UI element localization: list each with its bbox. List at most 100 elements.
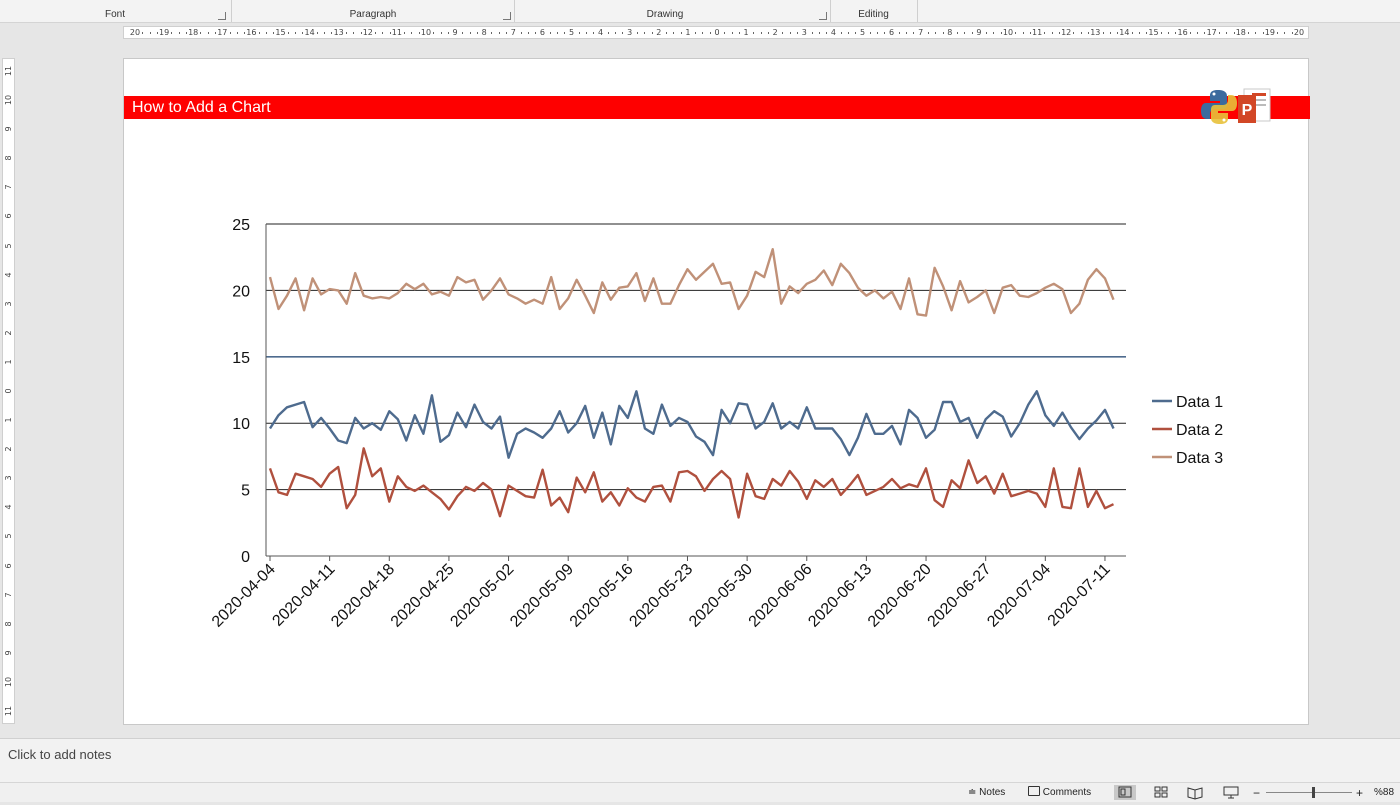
ruler-minor-tick — [695, 32, 697, 34]
ruler-tick-label: 19 — [159, 28, 170, 37]
python-logo-icon — [1201, 90, 1237, 124]
ruler-minor-tick — [1291, 32, 1293, 34]
x-tick-label: 2020-07-11 — [1045, 561, 1114, 630]
ruler-tick-label: 12 — [1061, 28, 1072, 37]
slide-title[interactable]: How to Add a Chart — [132, 99, 271, 116]
slide-show-button[interactable] — [1220, 785, 1242, 800]
ruler-tick-label: 17 — [1206, 28, 1217, 37]
ruler-minor-tick — [927, 32, 929, 34]
ruler-minor-tick — [1255, 32, 1257, 34]
zoom-in-button[interactable]: + — [1356, 786, 1364, 800]
notes-button[interactable]: ≐ Notes — [968, 783, 1005, 802]
x-tick-label: 2020-04-18 — [328, 561, 398, 631]
ruler-minor-tick — [964, 32, 966, 34]
y-tick-label: 10 — [232, 416, 250, 433]
ruler-tick-label: 17 — [217, 28, 228, 37]
ruler-minor-tick — [1168, 32, 1170, 34]
ruler-minor-tick — [578, 32, 580, 34]
ruler-minor-tick — [760, 32, 762, 34]
ruler-tick-label: 1 — [4, 359, 13, 365]
ribbon-group-paragraph[interactable]: Paragraph — [232, 0, 514, 22]
ruler-minor-tick — [418, 32, 420, 34]
ruler-minor-tick — [644, 32, 646, 34]
ruler-tick-label: 16 — [1177, 28, 1188, 37]
ruler-minor-tick — [884, 32, 886, 34]
ruler-minor-tick — [753, 32, 755, 34]
series-line-3[interactable] — [268, 247, 1115, 317]
slide-sorter-button[interactable] — [1150, 785, 1172, 800]
ruler-tick-label: 3 — [4, 475, 13, 481]
ruler-tick-label: 4 — [4, 272, 13, 278]
ruler-minor-tick — [1080, 32, 1082, 34]
zoom-level[interactable]: %88 — [1374, 787, 1395, 798]
ruler-minor-tick — [353, 32, 355, 34]
ruler-minor-tick — [433, 32, 435, 34]
notes-pane[interactable]: Click to add notes — [0, 738, 1400, 783]
ruler-minor-tick — [476, 32, 478, 34]
notes-placeholder[interactable]: Click to add notes — [8, 747, 112, 762]
ruler-tick-label: 7 — [918, 28, 924, 37]
zoom-slider[interactable] — [1266, 792, 1352, 793]
normal-view-button[interactable] — [1114, 785, 1136, 800]
ruler-minor-tick — [622, 32, 624, 34]
ruler-tick-label: 15 — [1148, 28, 1159, 37]
ruler-minor-tick — [673, 32, 675, 34]
ruler-tick-label: 8 — [481, 28, 487, 37]
ribbon-group-label: Paragraph — [349, 9, 397, 20]
line-chart[interactable]: 05101520252020-04-042020-04-112020-04-18… — [124, 59, 1310, 726]
zoom-slider-thumb[interactable] — [1312, 787, 1316, 798]
ruler-tick-label: 4 — [598, 28, 604, 37]
ruler-tick-label: 20 — [129, 28, 141, 37]
legend-label: Data 1 — [1176, 394, 1223, 411]
ruler-minor-tick — [797, 32, 799, 34]
ruler-minor-tick — [1109, 32, 1111, 34]
ruler-tick-label: 9 — [976, 28, 982, 37]
ruler-tick-label: 20 — [1293, 28, 1305, 37]
svg-text:P: P — [1242, 102, 1253, 119]
python-powerpoint-logo-icon[interactable]: P — [1200, 87, 1272, 127]
slide-canvas[interactable]: How to Add a Chart P 0 5 10 15 20 25 2020-04-0… — [123, 58, 1310, 726]
ruler-minor-tick — [215, 32, 217, 34]
ruler-tick-label: 1 — [4, 417, 13, 423]
ruler-tick-label: 9 — [452, 28, 458, 37]
ruler-minor-tick — [869, 32, 871, 34]
ruler-minor-tick — [411, 32, 413, 34]
ruler-minor-tick — [149, 32, 151, 34]
ruler-minor-tick — [789, 32, 791, 34]
ruler-minor-tick — [535, 32, 537, 34]
ruler-minor-tick — [1262, 32, 1264, 34]
ruler-tick-label: 3 — [4, 301, 13, 307]
ruler-minor-tick — [1233, 32, 1235, 34]
horizontal-ruler[interactable]: 20 19 18 17 16 15 14 13 12 11 10 9 8 7 6 5 4 3 2 1 0 1 2 3 4 5 6 7 8… — [123, 26, 1309, 39]
ribbon-group-font[interactable]: Font — [0, 0, 230, 22]
ruler-minor-tick — [404, 32, 406, 34]
ribbon-group-editing[interactable]: Editing — [831, 0, 916, 22]
series-line-2[interactable] — [268, 447, 1115, 519]
reading-view-button[interactable] — [1184, 785, 1206, 800]
font-dialog-launcher-icon[interactable] — [218, 12, 226, 20]
ruler-tick-label: 6 — [539, 28, 545, 37]
ruler-minor-tick — [767, 32, 769, 34]
ruler-minor-tick — [1015, 32, 1017, 34]
ruler-minor-tick — [1175, 32, 1177, 34]
drawing-dialog-launcher-icon[interactable] — [819, 12, 827, 20]
zoom-out-button[interactable]: − — [1253, 786, 1261, 800]
ruler-minor-tick — [360, 32, 362, 34]
ruler-minor-tick — [506, 32, 508, 34]
x-tick-label: 2020-05-16 — [567, 561, 637, 631]
ruler-tick-label: 1 — [685, 28, 691, 37]
ruler-minor-tick — [273, 32, 275, 34]
series-line-1[interactable] — [268, 390, 1115, 459]
ruler-tick-label: 5 — [4, 533, 13, 539]
reading-view-icon — [1187, 787, 1203, 800]
comments-button[interactable]: Comments — [1028, 783, 1091, 802]
vertical-ruler[interactable]: 11 10 9 8 7 6 5 4 3 2 1 0 1 2 3 4 5 6 7 8 9 10 11 — [2, 58, 15, 724]
paragraph-dialog-launcher-icon[interactable] — [503, 12, 511, 20]
ruler-minor-tick — [811, 32, 813, 34]
ribbon-group-drawing[interactable]: Drawing — [515, 0, 815, 22]
notes-icon: ≐ — [968, 787, 977, 798]
ruler-minor-tick — [527, 32, 529, 34]
x-tick-label: 2020-06-20 — [865, 561, 935, 631]
x-tick-label: 2020-06-27 — [925, 561, 995, 631]
ruler-minor-tick — [1146, 32, 1148, 34]
